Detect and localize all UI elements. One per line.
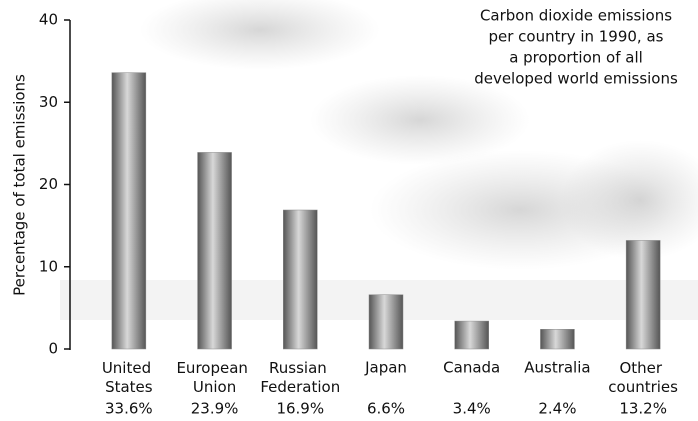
y-tick-label: 40 bbox=[39, 11, 58, 29]
value-label: 23.9% bbox=[191, 400, 239, 418]
x-tick-label: Other countries bbox=[608, 359, 678, 396]
value-label: 16.9% bbox=[276, 400, 324, 418]
title-line: a proportion of all bbox=[509, 49, 643, 67]
y-tick-label: 20 bbox=[39, 175, 58, 193]
x-tick-label: Australia bbox=[524, 359, 590, 377]
x-tick-label-line: Russian bbox=[269, 359, 332, 377]
y-axis-label: Percentage of total emissions bbox=[11, 74, 29, 296]
y-tick-label: 0 bbox=[48, 340, 58, 358]
value-label: 33.6% bbox=[105, 400, 153, 418]
bar bbox=[454, 320, 489, 350]
value-label: 13.2% bbox=[619, 400, 667, 418]
title-line: Carbon dioxide emissions bbox=[480, 7, 672, 25]
x-tick-label-line: countries bbox=[608, 378, 678, 396]
x-tick-label-line: States bbox=[105, 378, 153, 396]
x-tick-label-line: Union bbox=[193, 378, 236, 396]
bar bbox=[197, 152, 232, 350]
bar bbox=[625, 240, 661, 350]
background-smoke bbox=[60, 0, 698, 320]
y-tick-label: 30 bbox=[39, 93, 58, 111]
bar bbox=[111, 72, 147, 350]
bar bbox=[540, 329, 575, 350]
x-tick-label: European Union bbox=[176, 359, 252, 396]
bar bbox=[368, 294, 404, 350]
x-tick-label: Russian Federation bbox=[260, 359, 340, 396]
value-label: 2.4% bbox=[538, 400, 576, 418]
x-tick-label-line: Federation bbox=[260, 378, 340, 396]
value-label: 6.6% bbox=[367, 400, 405, 418]
x-tick-label: Canada bbox=[443, 359, 500, 377]
x-tick-label: United States bbox=[102, 359, 156, 396]
title-line: per country in 1990, as bbox=[489, 28, 664, 46]
y-tick-label: 10 bbox=[39, 257, 58, 275]
value-label: 3.4% bbox=[453, 400, 491, 418]
bar bbox=[283, 209, 318, 350]
x-tick-label-line: Other bbox=[619, 359, 666, 377]
title-line: developed world emissions bbox=[474, 70, 678, 88]
x-tick-label: Japan bbox=[364, 359, 407, 377]
x-tick-label-line: United bbox=[102, 359, 156, 377]
x-tick-label-line: European bbox=[176, 359, 252, 377]
